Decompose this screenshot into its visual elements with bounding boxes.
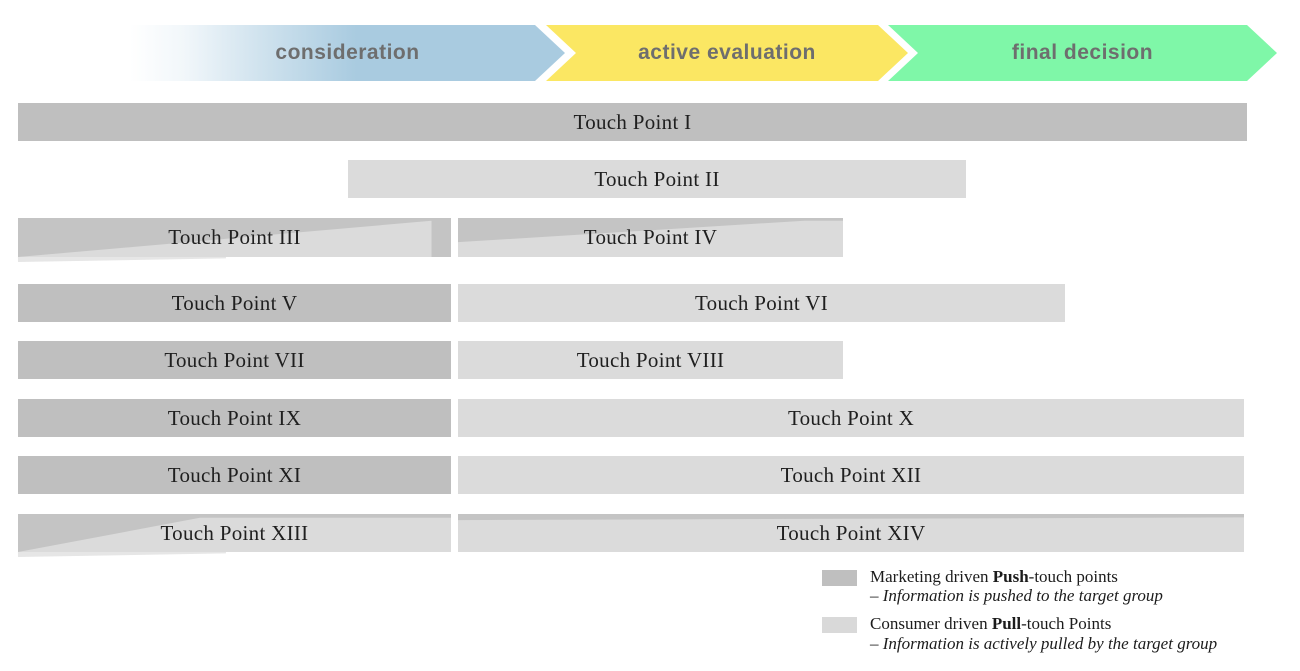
touchpoint-bar-4: Touch Point IV <box>458 218 843 257</box>
touchpoint-bar-9: Touch Point IX <box>18 399 451 437</box>
touchpoint-label: Touch Point IX <box>167 405 302 430</box>
legend-push-line1: Marketing driven Push-touch points <box>870 567 1118 586</box>
phase-label-consideration: consideration <box>275 41 420 64</box>
touchpoint-bar-8: Touch Point VIII <box>458 341 843 379</box>
push-to-pull-wedge <box>458 517 1244 552</box>
touchpoint-bar-12: Touch Point XII <box>458 456 1244 494</box>
touchpoint-label: Touch Point IV <box>583 225 718 249</box>
touchpoint-bar-10: Touch Point X <box>458 399 1244 437</box>
phase-label-final-decision: final decision <box>1011 41 1154 64</box>
legend-push-text: Marketing driven Push-touch points – Inf… <box>870 567 1163 605</box>
legend-pull-line2: – Information is actively pulled by the … <box>870 633 1218 653</box>
touchpoint-label: Touch Point V <box>171 290 298 315</box>
push-swatch-icon <box>822 570 857 586</box>
legend-push-line2: – Information is pushed to the target gr… <box>870 586 1163 606</box>
touchpoint-bar-6: Touch Point VI <box>458 284 1065 322</box>
phase-arrow-consideration: consideration <box>130 25 565 81</box>
touchpoint-bar-14: Touch Point XIV <box>458 514 1244 552</box>
legend-pull-text: Consumer driven Pull-touch Points – Info… <box>870 614 1217 652</box>
phase-label-active-evaluation: active evaluation <box>638 41 816 64</box>
touchpoint-label: Touch Point II <box>594 166 720 191</box>
touchpoint-bar-2: Touch Point II <box>348 160 966 198</box>
touchpoint-bar-11: Touch Point XI <box>18 456 451 494</box>
touchpoint-label: Touch Point XI <box>167 462 302 487</box>
touchpoint-bar-7: Touch Point VII <box>18 341 451 379</box>
phase-arrow-final-decision: final decision <box>888 25 1277 81</box>
legend-item-pull: Consumer driven Pull-touch Points – Info… <box>822 614 1300 653</box>
phase-arrow-active-evaluation: active evaluation <box>546 25 908 81</box>
touchpoint-bar-1: Touch Point I <box>18 103 1247 141</box>
legend: Marketing driven Push-touch points – Inf… <box>822 567 1300 662</box>
touchpoint-label: Touch Point I <box>573 109 692 134</box>
touchpoint-bar-13: Touch Point XIII <box>18 514 451 552</box>
pull-swatch-icon <box>822 617 857 634</box>
touchpoint-label: Touch Point XIV <box>776 520 926 545</box>
touchpoint-bar-5: Touch Point V <box>18 284 451 322</box>
touchpoint-label: Touch Point III <box>168 225 301 249</box>
touchpoint-label: Touch Point VI <box>694 290 828 315</box>
touchpoint-label: Touch Point XII <box>780 462 922 487</box>
touchpoint-bar-3: Touch Point III <box>18 218 451 257</box>
legend-pull-line1: Consumer driven Pull-touch Points <box>870 614 1112 634</box>
touchpoint-label: Touch Point VIII <box>576 347 725 372</box>
touchpoint-label: Touch Point X <box>787 405 915 430</box>
touchpoint-label: Touch Point VII <box>164 347 305 372</box>
touchpoint-label: Touch Point XIII <box>160 520 309 545</box>
legend-item-push: Marketing driven Push-touch points – Inf… <box>822 567 1300 605</box>
